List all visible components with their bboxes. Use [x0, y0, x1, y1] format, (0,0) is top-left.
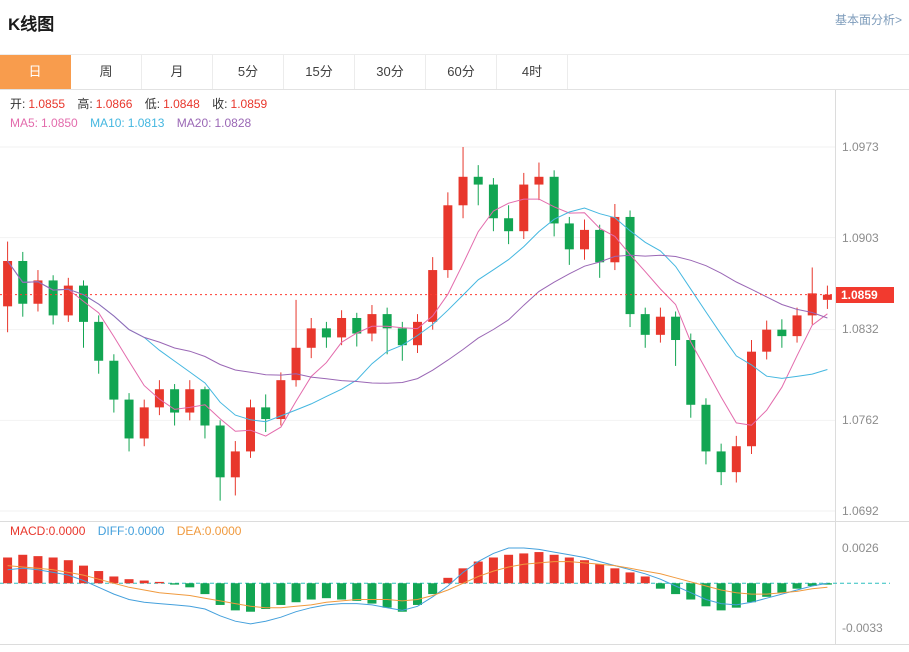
page-title: K线图 — [8, 15, 55, 34]
tab-5min[interactable]: 5分 — [213, 55, 284, 89]
tab-week[interactable]: 周 — [71, 55, 142, 89]
dea-value-readout: DEA:0.0000 — [176, 524, 242, 538]
ma20-readout: MA20: 1.0828 — [176, 116, 252, 130]
macd-value-readout: MACD:0.0000 — [10, 524, 86, 538]
tab-15min[interactable]: 15分 — [284, 55, 355, 89]
macd-axis-tick: 0.0026 — [842, 541, 879, 555]
price-axis-tick: 1.0903 — [842, 231, 879, 245]
low-readout: 低: 1.0848 — [144, 97, 200, 111]
price-axis-tick: 1.0973 — [842, 140, 879, 154]
price-axis-tick: 1.0832 — [842, 322, 879, 336]
header: K线图 基本面分析> — [0, 0, 909, 54]
ma10-readout: MA10: 1.0813 — [90, 116, 165, 130]
period-tabbar: 日 周 月 5分 15分 30分 60分 4时 — [0, 54, 909, 90]
diff-value-readout: DIFF:0.0000 — [97, 524, 165, 538]
tab-month[interactable]: 月 — [142, 55, 213, 89]
macd-readout: MACD:0.0000 DIFF:0.0000 DEA:0.0000 — [10, 524, 250, 538]
tab-30min[interactable]: 30分 — [355, 55, 426, 89]
open-readout: 开: 1.0855 — [10, 97, 66, 111]
chart-area[interactable]: 开: 1.0855 高: 1.0866 低: 1.0848 收: 1.0859 MA5:… — [0, 90, 909, 652]
macd-axis-tick: -0.0033 — [842, 621, 883, 635]
ma5-readout: MA5: 1.0850 — [10, 116, 78, 130]
ma-readout: MA5: 1.0850 MA10: 1.0813 MA20: 1.0828 — [10, 116, 260, 130]
fundamental-analysis-link[interactable]: 基本面分析> — [834, 13, 902, 27]
ohlc-readout: 开: 1.0855 高: 1.0866 低: 1.0848 收: 1.0859 — [10, 95, 276, 112]
tab-60min[interactable]: 60分 — [426, 55, 497, 89]
high-readout: 高: 1.0866 — [77, 97, 133, 111]
close-readout: 收: 1.0859 — [212, 97, 268, 111]
price-axis-tick: 1.0762 — [842, 413, 879, 427]
tab-4hour[interactable]: 4时 — [497, 55, 568, 89]
last-price-tag: 1.0859 — [836, 287, 894, 303]
kline-macd-canvas[interactable] — [0, 90, 909, 645]
tab-day[interactable]: 日 — [0, 55, 71, 89]
price-axis-tick: 1.0692 — [842, 504, 879, 518]
